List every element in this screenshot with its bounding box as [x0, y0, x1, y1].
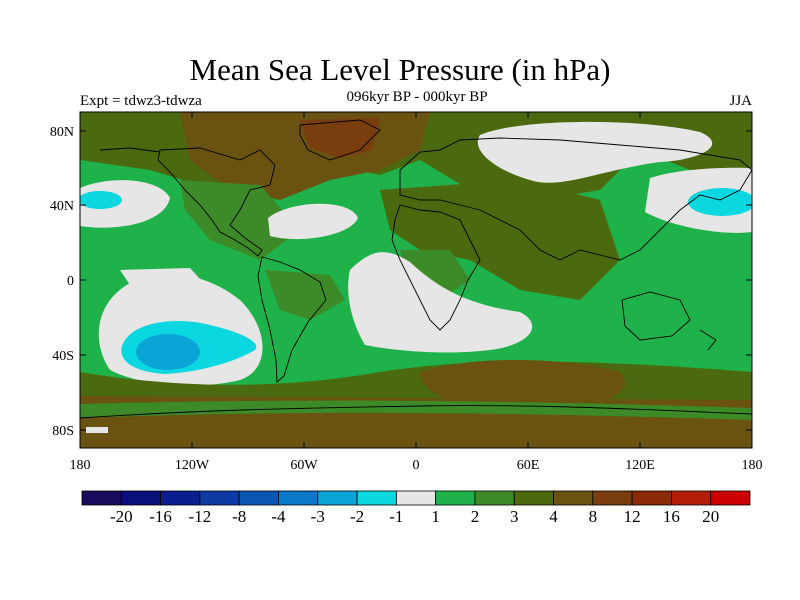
- pressure-field: [80, 112, 752, 448]
- colorbar-swatch: [671, 490, 712, 506]
- lat-label-40s: 40S: [52, 349, 74, 364]
- north-atlantic-white: [477, 121, 713, 183]
- colorbar-swatch: [120, 490, 161, 506]
- eurasia-olive-patch: [380, 180, 620, 300]
- colorbar-swatch: [395, 490, 437, 506]
- colorbar-label: 16: [663, 507, 680, 526]
- lon-label-60e: 60E: [517, 458, 540, 473]
- north-pacific-cyan: [80, 191, 122, 209]
- lon-label-0: 0: [413, 458, 420, 473]
- lon-label-120e: 120E: [625, 458, 655, 473]
- colorbar-swatch: [160, 490, 201, 506]
- colorbar-swatch: [199, 490, 240, 506]
- coastlines: [80, 119, 752, 419]
- colorbar-swatch: [356, 490, 397, 506]
- north-america-olive: [180, 180, 300, 260]
- colorbar-swatch: [513, 490, 554, 506]
- colorbar-label: 2: [471, 507, 480, 526]
- experiment-label: Expt = tdwz3-tdwza: [80, 93, 202, 109]
- colorbar-swatch: [278, 490, 319, 506]
- antarctic-white-spot: [86, 427, 108, 433]
- lon-label-180-west: 180: [70, 458, 91, 473]
- colorbar-label: 3: [510, 507, 519, 526]
- colorbar-swatch: [710, 490, 751, 506]
- lon-label-120w: 120W: [175, 458, 210, 473]
- lat-label-0: 0: [67, 274, 74, 289]
- colorbar-label: -3: [311, 507, 325, 526]
- season-label: JJA: [729, 93, 752, 109]
- south-atlantic-white: [348, 252, 533, 353]
- colorbar-label: -20: [110, 507, 133, 526]
- colorbar-swatch: [631, 490, 672, 506]
- colorbar-swatch: [474, 490, 515, 506]
- colorbar-label: -16: [149, 507, 172, 526]
- east-pacific-white-strip: [120, 268, 210, 300]
- lat-tick-marks: [80, 130, 752, 431]
- north-atlantic-mid-white: [268, 203, 358, 240]
- south-pacific-blue-core: [136, 334, 200, 370]
- colorbar-label: 1: [431, 507, 440, 526]
- colorbar-label: -8: [232, 507, 246, 526]
- lat-label-40n: 40N: [50, 199, 74, 214]
- map-title: Mean Sea Level Pressure (in hPa): [189, 52, 611, 87]
- colorbar-label: -1: [389, 507, 403, 526]
- colorbar-label: -2: [350, 507, 364, 526]
- greenland-dark-patch: [300, 118, 380, 158]
- colorbar-swatch: [435, 490, 476, 506]
- colorbar-label: 8: [589, 507, 598, 526]
- lat-label-80n: 80N: [50, 125, 74, 140]
- colorbar-swatch: [238, 490, 279, 506]
- colorbar-label: 4: [549, 507, 558, 526]
- colorbar-swatch: [317, 490, 358, 506]
- lat-label-80s: 80S: [52, 424, 74, 439]
- south-america-olive: [265, 270, 345, 320]
- colorbar: -20 -16 -12 -8 -4 -3 -2 -1 1 2 3 4 8 12 16 20: [81, 490, 751, 526]
- colorbar-swatch: [592, 490, 633, 506]
- colorbar-swatch: [81, 490, 122, 506]
- nw-pacific-cyan: [688, 188, 752, 216]
- colorbar-label: 20: [702, 507, 719, 526]
- map-subtitle: 096kyr BP - 000kyr BP: [346, 89, 488, 105]
- colorbar-label: 12: [624, 507, 641, 526]
- lon-label-180-east: 180: [742, 458, 763, 473]
- antarctic-green-strip: [80, 400, 752, 420]
- lon-label-60w: 60W: [290, 458, 318, 473]
- colorbar-swatch: [553, 490, 594, 506]
- lon-tick-marks: [79, 112, 753, 448]
- colorbar-label: -12: [189, 507, 212, 526]
- colorbar-label: -4: [271, 507, 286, 526]
